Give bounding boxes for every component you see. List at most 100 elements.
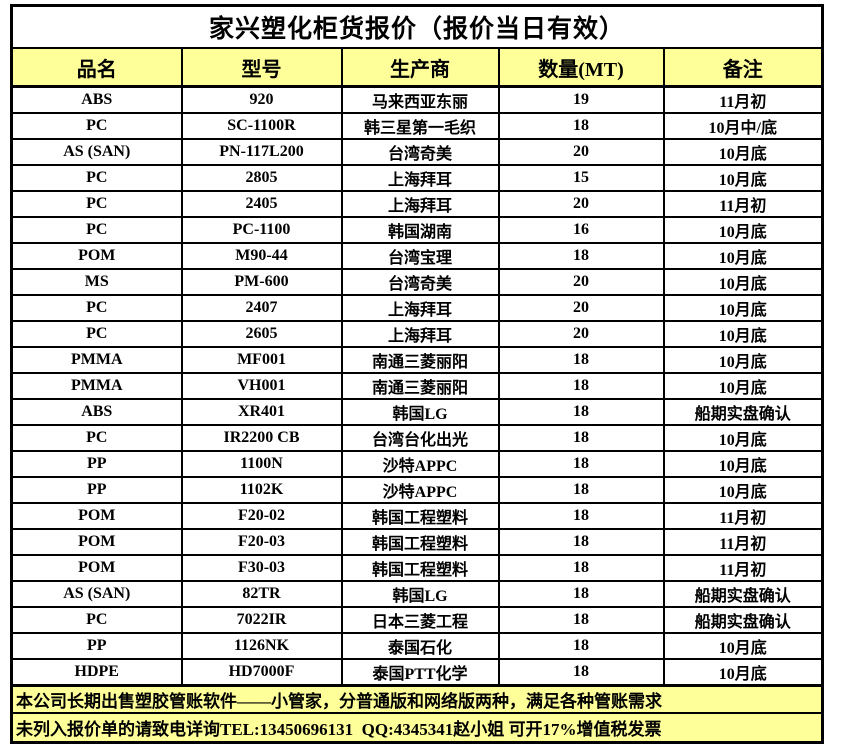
footer-note-software: 本公司长期出售塑胶管账软件——小管家，分普通版和网络版两种，满足各种管账需求	[10, 684, 824, 714]
cell-remarks: 10月底	[662, 424, 824, 452]
cell-manufacturer: 马来西亚东丽	[340, 85, 500, 114]
cell-manufacturer: 上海拜耳	[340, 164, 500, 192]
cell-model: PM-600	[180, 268, 343, 296]
cell-quantity: 20	[497, 294, 665, 322]
cell-manufacturer: 韩国工程塑料	[340, 554, 500, 582]
column-header-quantity-mt: 数量(MT)	[497, 47, 665, 88]
table-row: POM F30-03 韩国工程塑料 18 11月初	[10, 554, 824, 582]
cell-model: VH001	[180, 372, 343, 400]
cell-quantity: 18	[497, 528, 665, 556]
cell-remarks: 11月初	[662, 190, 824, 218]
cell-remarks: 11月初	[662, 554, 824, 582]
cell-manufacturer: 上海拜耳	[340, 190, 500, 218]
cell-manufacturer: 台湾台化出光	[340, 424, 500, 452]
table-row: AS (SAN) PN-117L200 台湾奇美 20 10月底	[10, 138, 824, 166]
cell-product-name: PC	[10, 424, 183, 452]
cell-remarks: 10月底	[662, 320, 824, 348]
cell-remarks: 船期实盘确认	[662, 398, 824, 426]
table-row: PMMA VH001 南通三菱丽阳 18 10月底	[10, 372, 824, 400]
cell-remarks: 11月初	[662, 85, 824, 114]
cell-manufacturer: 沙特APPC	[340, 450, 500, 478]
cell-manufacturer: 韩国工程塑料	[340, 528, 500, 556]
cell-product-name: PP	[10, 450, 183, 478]
cell-remarks: 10月底	[662, 164, 824, 192]
cell-product-name: POM	[10, 554, 183, 582]
table-body: ABS 920 马来西亚东丽 19 11月初 PC SC-1100R 韩三星第一…	[10, 85, 824, 687]
cell-quantity: 18	[497, 554, 665, 582]
cell-product-name: MS	[10, 268, 183, 296]
cell-quantity: 18	[497, 632, 665, 660]
cell-remarks: 10月底	[662, 294, 824, 322]
column-header-remarks: 备注	[662, 47, 824, 88]
cell-product-name: AS (SAN)	[10, 580, 183, 608]
cell-product-name: PC	[10, 112, 183, 140]
cell-model: 1126NK	[180, 632, 343, 660]
cell-product-name: PMMA	[10, 346, 183, 374]
cell-product-name: ABS	[10, 398, 183, 426]
cell-remarks: 11月初	[662, 502, 824, 530]
cell-manufacturer: 上海拜耳	[340, 294, 500, 322]
cell-model: 2407	[180, 294, 343, 322]
cell-product-name: PP	[10, 632, 183, 660]
cell-manufacturer: 韩国湖南	[340, 216, 500, 244]
table-row: PP 1100N 沙特APPC 18 10月底	[10, 450, 824, 478]
cell-quantity: 20	[497, 268, 665, 296]
table-row: PP 1126NK 泰国石化 18 10月底	[10, 632, 824, 660]
cell-quantity: 18	[497, 346, 665, 374]
quotation-table: 家兴塑化柜货报价（报价当日有效） 品名 型号 生产商 数量(MT) 备注 ABS…	[10, 4, 825, 744]
cell-model: 920	[180, 85, 343, 114]
cell-manufacturer: 泰国PTT化学	[340, 658, 500, 687]
cell-product-name: PC	[10, 294, 183, 322]
cell-quantity: 18	[497, 398, 665, 426]
cell-remarks: 10月底	[662, 372, 824, 400]
table-row: MS PM-600 台湾奇美 20 10月底	[10, 268, 824, 296]
table-row: ABS 920 马来西亚东丽 19 11月初	[10, 85, 824, 114]
cell-manufacturer: 韩国LG	[340, 398, 500, 426]
table-row: PC 2407 上海拜耳 20 10月底	[10, 294, 824, 322]
cell-product-name: HDPE	[10, 658, 183, 687]
cell-remarks: 11月初	[662, 528, 824, 556]
cell-remarks: 10月底	[662, 346, 824, 374]
footer-note-contact: 未列入报价单的请致电详询TEL:13450696131 QQ:4345341赵小…	[10, 712, 824, 744]
cell-product-name: POM	[10, 528, 183, 556]
cell-model: 2805	[180, 164, 343, 192]
quotation-sheet: 家兴塑化柜货报价（报价当日有效） 品名 型号 生产商 数量(MT) 备注 ABS…	[10, 4, 825, 744]
cell-manufacturer: 南通三菱丽阳	[340, 346, 500, 374]
footer-row-software: 本公司长期出售塑胶管账软件——小管家，分普通版和网络版两种，满足各种管账需求	[10, 684, 824, 714]
table-row: HDPE HD7000F 泰国PTT化学 18 10月底	[10, 658, 824, 687]
cell-manufacturer: 沙特APPC	[340, 476, 500, 504]
table-row: PC 2805 上海拜耳 15 10月底	[10, 164, 824, 192]
cell-quantity: 18	[497, 450, 665, 478]
cell-product-name: ABS	[10, 85, 183, 114]
cell-model: F20-03	[180, 528, 343, 556]
cell-model: MF001	[180, 346, 343, 374]
cell-quantity: 20	[497, 190, 665, 218]
cell-manufacturer: 上海拜耳	[340, 320, 500, 348]
cell-model: 1102K	[180, 476, 343, 504]
cell-quantity: 15	[497, 164, 665, 192]
table-row: AS (SAN) 82TR 韩国LG 18 船期实盘确认	[10, 580, 824, 608]
cell-quantity: 18	[497, 112, 665, 140]
cell-remarks: 船期实盘确认	[662, 606, 824, 634]
title-row: 家兴塑化柜货报价（报价当日有效）	[10, 4, 824, 49]
cell-manufacturer: 台湾奇美	[340, 138, 500, 166]
cell-product-name: PC	[10, 216, 183, 244]
column-header-model: 型号	[180, 47, 343, 88]
header-row: 品名 型号 生产商 数量(MT) 备注	[10, 47, 824, 88]
cell-quantity: 18	[497, 580, 665, 608]
table-row: PP 1102K 沙特APPC 18 10月底	[10, 476, 824, 504]
cell-manufacturer: 韩国LG	[340, 580, 500, 608]
cell-remarks: 船期实盘确认	[662, 580, 824, 608]
cell-remarks: 10月底	[662, 450, 824, 478]
cell-model: XR401	[180, 398, 343, 426]
cell-model: 2605	[180, 320, 343, 348]
column-header-product-name: 品名	[10, 47, 183, 88]
cell-model: SC-1100R	[180, 112, 343, 140]
page-title: 家兴塑化柜货报价（报价当日有效）	[10, 4, 824, 49]
footer-row-contact: 未列入报价单的请致电详询TEL:13450696131 QQ:4345341赵小…	[10, 712, 824, 744]
cell-product-name: POM	[10, 502, 183, 530]
table-row: POM F20-03 韩国工程塑料 18 11月初	[10, 528, 824, 556]
cell-model: M90-44	[180, 242, 343, 270]
column-header-manufacturer: 生产商	[340, 47, 500, 88]
cell-model: 82TR	[180, 580, 343, 608]
